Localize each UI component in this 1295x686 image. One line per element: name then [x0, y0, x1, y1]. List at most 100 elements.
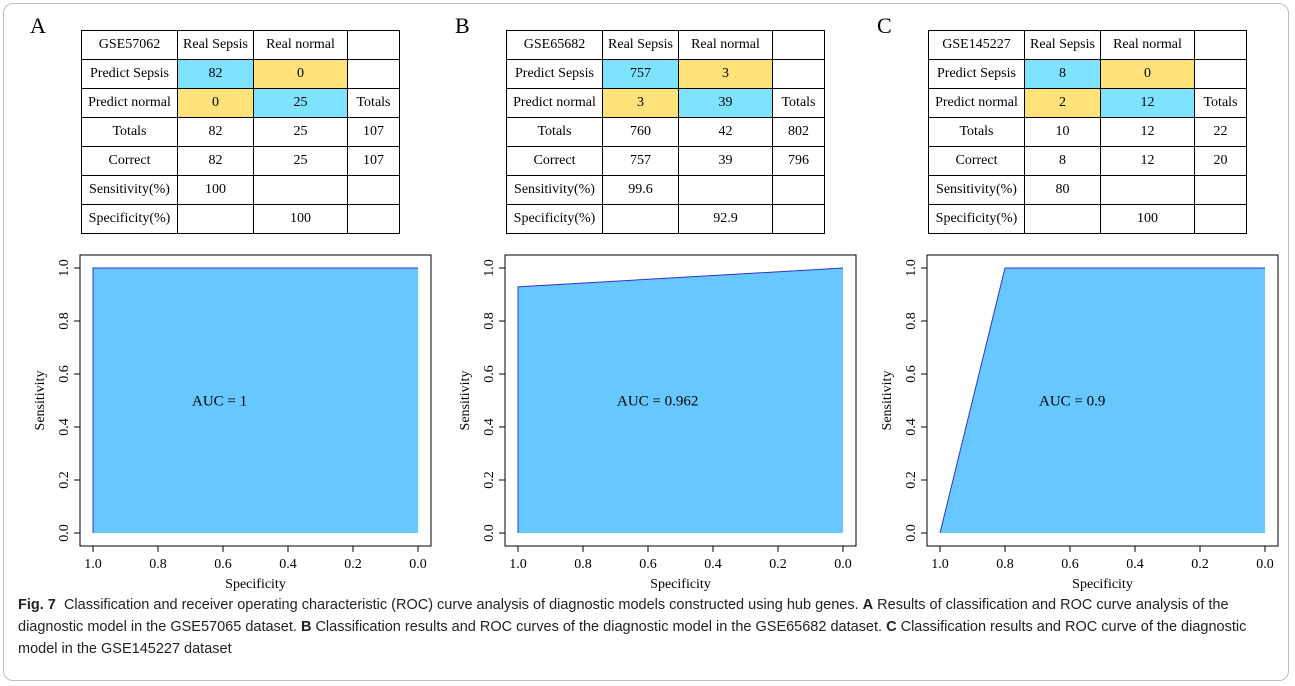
- table-cell: 100: [177, 175, 254, 205]
- table-cell: 757: [602, 146, 679, 176]
- totals-row: Totals 10 12 22: [928, 117, 1247, 147]
- table-cell: 2: [1024, 88, 1101, 118]
- y-tick-label: 0.2: [482, 471, 497, 489]
- y-tick-label: 0.0: [904, 524, 919, 542]
- figure-frame: [3, 3, 1289, 681]
- table-cell: [1194, 59, 1247, 89]
- panel-letter-a: A: [30, 13, 46, 38]
- table-cell: 12: [1100, 88, 1195, 118]
- y-tick-label: 0.0: [482, 524, 497, 542]
- table-cell: [1194, 175, 1247, 205]
- caption-b-text: Classification results and ROC curves of…: [315, 619, 883, 635]
- header-row: GSE145227 Real Sepsis Real normal: [928, 30, 1247, 60]
- confusion-table-a: GSE57062 Real Sepsis Real normal Predict Se…: [81, 30, 400, 234]
- y-tick-label: 1.0: [904, 259, 919, 277]
- table-cell: 99.6: [602, 175, 679, 205]
- totals-row: Totals 82 25 107: [81, 117, 400, 147]
- y-axis-label: Sensitivity: [880, 371, 895, 431]
- table-cell: Totals: [928, 117, 1025, 147]
- y-tick-label: 0.8: [57, 312, 72, 330]
- table-cell: 3: [678, 59, 773, 89]
- plot-box: [926, 254, 1279, 547]
- x-axis-label: Specificity: [225, 577, 286, 592]
- table-cell: [1024, 204, 1101, 234]
- predict-normal-row: Predict normal 2 12 Totals: [928, 88, 1247, 118]
- y-tick-label: 1.0: [482, 259, 497, 277]
- table-cell: 12: [1100, 117, 1195, 147]
- predict-sepsis-row: Predict Sepsis 82 0: [81, 59, 400, 89]
- table-cell: [1194, 30, 1247, 60]
- predict-normal-row: Predict normal 0 25 Totals: [81, 88, 400, 118]
- y-tick-label: 0.2: [57, 471, 72, 489]
- y-tick-label: 0.6: [482, 365, 497, 383]
- table-cell: 20: [1194, 146, 1247, 176]
- table-cell: Real Sepsis: [177, 30, 254, 60]
- x-axis-label: Specificity: [1072, 577, 1133, 592]
- table-cell: Correct: [928, 146, 1025, 176]
- table-cell: 760: [602, 117, 679, 147]
- table-cell: 25: [253, 117, 348, 147]
- confusion-table-b: GSE65682 Real Sepsis Real normal Predict Se…: [506, 30, 825, 234]
- table-cell: [347, 204, 400, 234]
- table-cell: 10: [1024, 117, 1101, 147]
- table-cell: 39: [678, 88, 773, 118]
- table-cell: Specificity(%): [506, 204, 603, 234]
- sensitivity-row: Sensitivity(%) 100: [81, 175, 400, 205]
- x-tick-label: 0.6: [1061, 557, 1079, 572]
- table-cell: Sensitivity(%): [506, 175, 603, 205]
- auc-annotation: AUC = 0.9: [1039, 394, 1105, 410]
- table-cell: Real normal: [1100, 30, 1195, 60]
- table-cell: [347, 30, 400, 60]
- table-cell: 796: [772, 146, 825, 176]
- roc-chart-a: 1.0 0.8 0.6 0.4 0.2 0.0 0.0 0.2 0.4 0.6 0.8 1.0 Spec…: [33, 254, 432, 592]
- panel-c: C GSE145227 Real Sepsis Real normal Predict…: [877, 14, 1295, 594]
- roc-chart-c: 1.0 0.8 0.6 0.4 0.2 0.0 0.0 0.2 0.4 0.6 0.8 1.0 Spec…: [880, 254, 1279, 592]
- auc-annotation: AUC = 0.962: [617, 394, 698, 410]
- table-cell: GSE65682: [506, 30, 603, 60]
- table-cell: Totals: [772, 88, 825, 118]
- x-tick-label: 0.2: [769, 557, 787, 572]
- confusion-table-c: GSE145227 Real Sepsis Real normal Predict S…: [928, 30, 1247, 234]
- table-cell: 8: [1024, 59, 1101, 89]
- table-cell: GSE145227: [928, 30, 1025, 60]
- caption-c-label: C: [886, 619, 897, 635]
- table-cell: 0: [1100, 59, 1195, 89]
- table-cell: 12: [1100, 146, 1195, 176]
- x-tick-label: 0.2: [1191, 557, 1209, 572]
- x-tick-label: 0.8: [996, 557, 1014, 572]
- x-tick-label: 1.0: [931, 557, 949, 572]
- x-tick-label: 0.4: [704, 557, 722, 572]
- plot-box: [79, 254, 432, 547]
- table-cell: 82: [177, 59, 254, 89]
- y-tick-label: 0.8: [904, 312, 919, 330]
- caption-a-text: Results of classification and ROC curve …: [18, 597, 1229, 635]
- sensitivity-row: Sensitivity(%) 80: [928, 175, 1247, 205]
- table-cell: 8: [1024, 146, 1101, 176]
- table-cell: Specificity(%): [81, 204, 178, 234]
- table-cell: Totals: [1194, 88, 1247, 118]
- table-cell: 0: [253, 59, 348, 89]
- table-cell: Predict normal: [928, 88, 1025, 118]
- roc-chart-b: 1.0 0.8 0.6 0.4 0.2 0.0 0.0 0.2 0.4 0.6 0.8 1.0 Spec…: [458, 254, 857, 592]
- roc-curve: [517, 267, 844, 533]
- y-axis-label: Sensitivity: [33, 371, 48, 431]
- x-tick-label: 1.0: [84, 557, 102, 572]
- table-cell: 0: [177, 88, 254, 118]
- table-cell: 25: [253, 88, 348, 118]
- table-cell: Correct: [81, 146, 178, 176]
- table-cell: [253, 175, 348, 205]
- roc-area: [93, 268, 418, 533]
- auc-annotation: AUC = 1: [192, 394, 247, 410]
- x-tick-label: 1.0: [509, 557, 527, 572]
- y-tick-label: 0.4: [904, 418, 919, 436]
- x-tick-label: 0.0: [409, 557, 427, 572]
- table-cell: Real normal: [253, 30, 348, 60]
- caption-c-text: Classification results and ROC curve of …: [18, 619, 1247, 657]
- header-row: GSE57062 Real Sepsis Real normal: [81, 30, 400, 60]
- correct-row: Correct 8 12 20: [928, 146, 1247, 176]
- table-cell: [772, 30, 825, 60]
- panel-letter-b: B: [455, 13, 470, 38]
- table-cell: Totals: [347, 88, 400, 118]
- roc-area: [940, 268, 1265, 533]
- table-cell: GSE57062: [81, 30, 178, 60]
